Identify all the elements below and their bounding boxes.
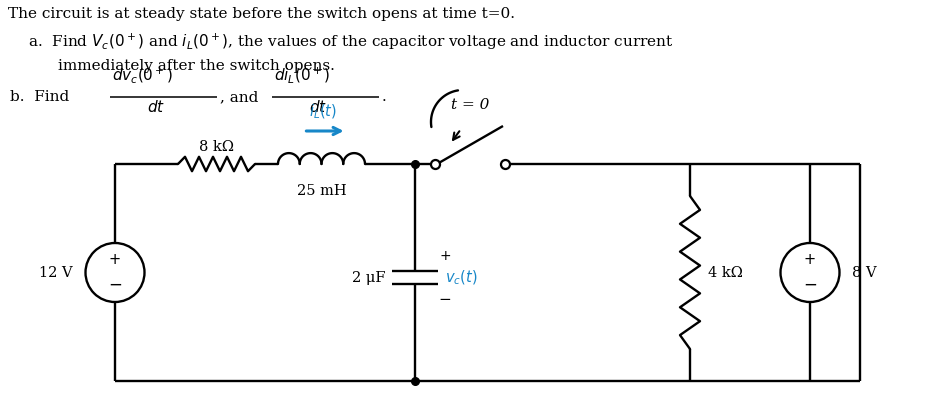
Text: 8 V: 8 V bbox=[852, 266, 877, 279]
Text: −: − bbox=[803, 276, 817, 293]
Text: −: − bbox=[108, 276, 122, 293]
Text: , and: , and bbox=[220, 90, 258, 104]
Text: 8 kΩ: 8 kΩ bbox=[199, 140, 234, 154]
Text: 25 mH: 25 mH bbox=[296, 184, 347, 198]
Text: +: + bbox=[439, 248, 451, 262]
Text: $di_L(0^+)$: $di_L(0^+)$ bbox=[274, 65, 331, 85]
Text: +: + bbox=[804, 252, 816, 267]
Text: $i_L(t)$: $i_L(t)$ bbox=[310, 103, 337, 121]
Text: 2 μF: 2 μF bbox=[352, 271, 385, 285]
Text: $dt$: $dt$ bbox=[147, 99, 165, 115]
Text: immediately after the switch opens.: immediately after the switch opens. bbox=[58, 59, 334, 73]
Text: a.  Find $V_c(0^+)$ and $i_L(0^+)$, the values of the capacitor voltage and indu: a. Find $V_c(0^+)$ and $i_L(0^+)$, the v… bbox=[28, 32, 674, 52]
Text: b.  Find: b. Find bbox=[10, 90, 69, 104]
Text: $v_c(t)$: $v_c(t)$ bbox=[445, 268, 478, 287]
Text: +: + bbox=[109, 252, 121, 267]
Text: 4 kΩ: 4 kΩ bbox=[708, 266, 743, 279]
Text: $dv_c(0^+)$: $dv_c(0^+)$ bbox=[112, 65, 173, 85]
Text: .: . bbox=[382, 90, 387, 104]
Text: The circuit is at steady state before the switch opens at time t=0.: The circuit is at steady state before th… bbox=[8, 7, 515, 21]
Text: 12 V: 12 V bbox=[39, 266, 73, 279]
Text: $dt$: $dt$ bbox=[309, 99, 327, 115]
Text: t = 0: t = 0 bbox=[451, 98, 489, 112]
Text: −: − bbox=[439, 292, 451, 307]
